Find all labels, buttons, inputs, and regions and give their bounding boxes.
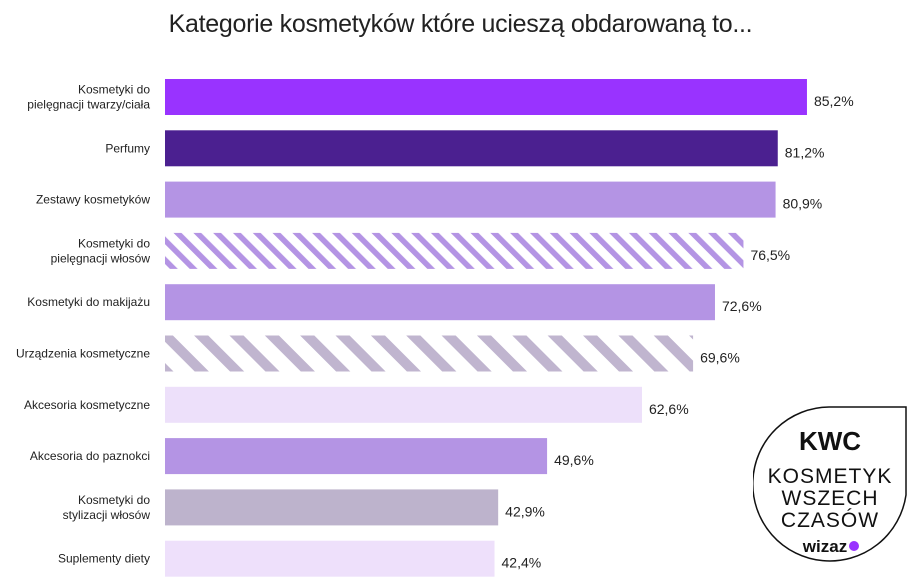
category-label: Akcesoria do paznokci xyxy=(30,449,150,463)
badge-brand-dot xyxy=(849,541,859,551)
bar-8 xyxy=(165,489,499,526)
bar-7 xyxy=(165,438,548,475)
value-label: 80,9% xyxy=(783,196,823,212)
badge-line-3: CZASÓW xyxy=(781,509,879,532)
category-label: Urządzenia kosmetyczne xyxy=(16,347,150,361)
value-label: 62,6% xyxy=(649,401,689,417)
badge-logo-text: KWC xyxy=(799,426,861,456)
bar-1 xyxy=(165,130,778,167)
bar-2 xyxy=(165,181,776,218)
value-label: 49,6% xyxy=(554,452,594,468)
category-label: Perfumy xyxy=(105,141,150,155)
category-label: stylizacji włosów xyxy=(63,508,151,522)
bar-4 xyxy=(165,284,715,321)
category-label: Suplementy diety xyxy=(58,552,150,566)
chart-title: Kategorie kosmetyków które ucieszą obdar… xyxy=(168,10,753,38)
category-label: Akcesoria kosmetyczne xyxy=(24,398,150,412)
kwc-badge-logo: KWC KOSMETYK WSZECH CZASÓW wizaz xyxy=(753,406,907,562)
category-label: Kosmetyki do xyxy=(78,83,150,97)
category-label: pielęgnacji twarzy/ciała xyxy=(27,98,150,112)
value-label: 85,2% xyxy=(814,93,854,109)
category-label: Zestawy kosmetyków xyxy=(36,193,150,207)
bar-3 xyxy=(165,232,744,269)
category-label: Kosmetyki do makijażu xyxy=(27,295,150,309)
category-label: pielęgnacji włosów xyxy=(51,251,151,265)
badge-line-1: KOSMETYK xyxy=(768,465,893,488)
value-label: 69,6% xyxy=(700,350,740,366)
bar-5 xyxy=(165,335,694,372)
badge-brand: wizaz xyxy=(802,537,847,556)
badge-line-2: WSZECH xyxy=(782,487,879,510)
value-label: 42,4% xyxy=(502,555,542,571)
category-label: Kosmetyki do xyxy=(78,236,150,250)
badge-outline xyxy=(753,406,907,562)
bar-9 xyxy=(165,540,495,577)
value-label: 76,5% xyxy=(750,247,790,263)
value-label: 42,9% xyxy=(505,503,545,519)
category-label: Kosmetyki do xyxy=(78,493,150,507)
value-label: 81,2% xyxy=(785,144,825,160)
value-label: 72,6% xyxy=(722,298,762,314)
bar-6 xyxy=(165,386,642,423)
bar-0 xyxy=(165,79,807,115)
